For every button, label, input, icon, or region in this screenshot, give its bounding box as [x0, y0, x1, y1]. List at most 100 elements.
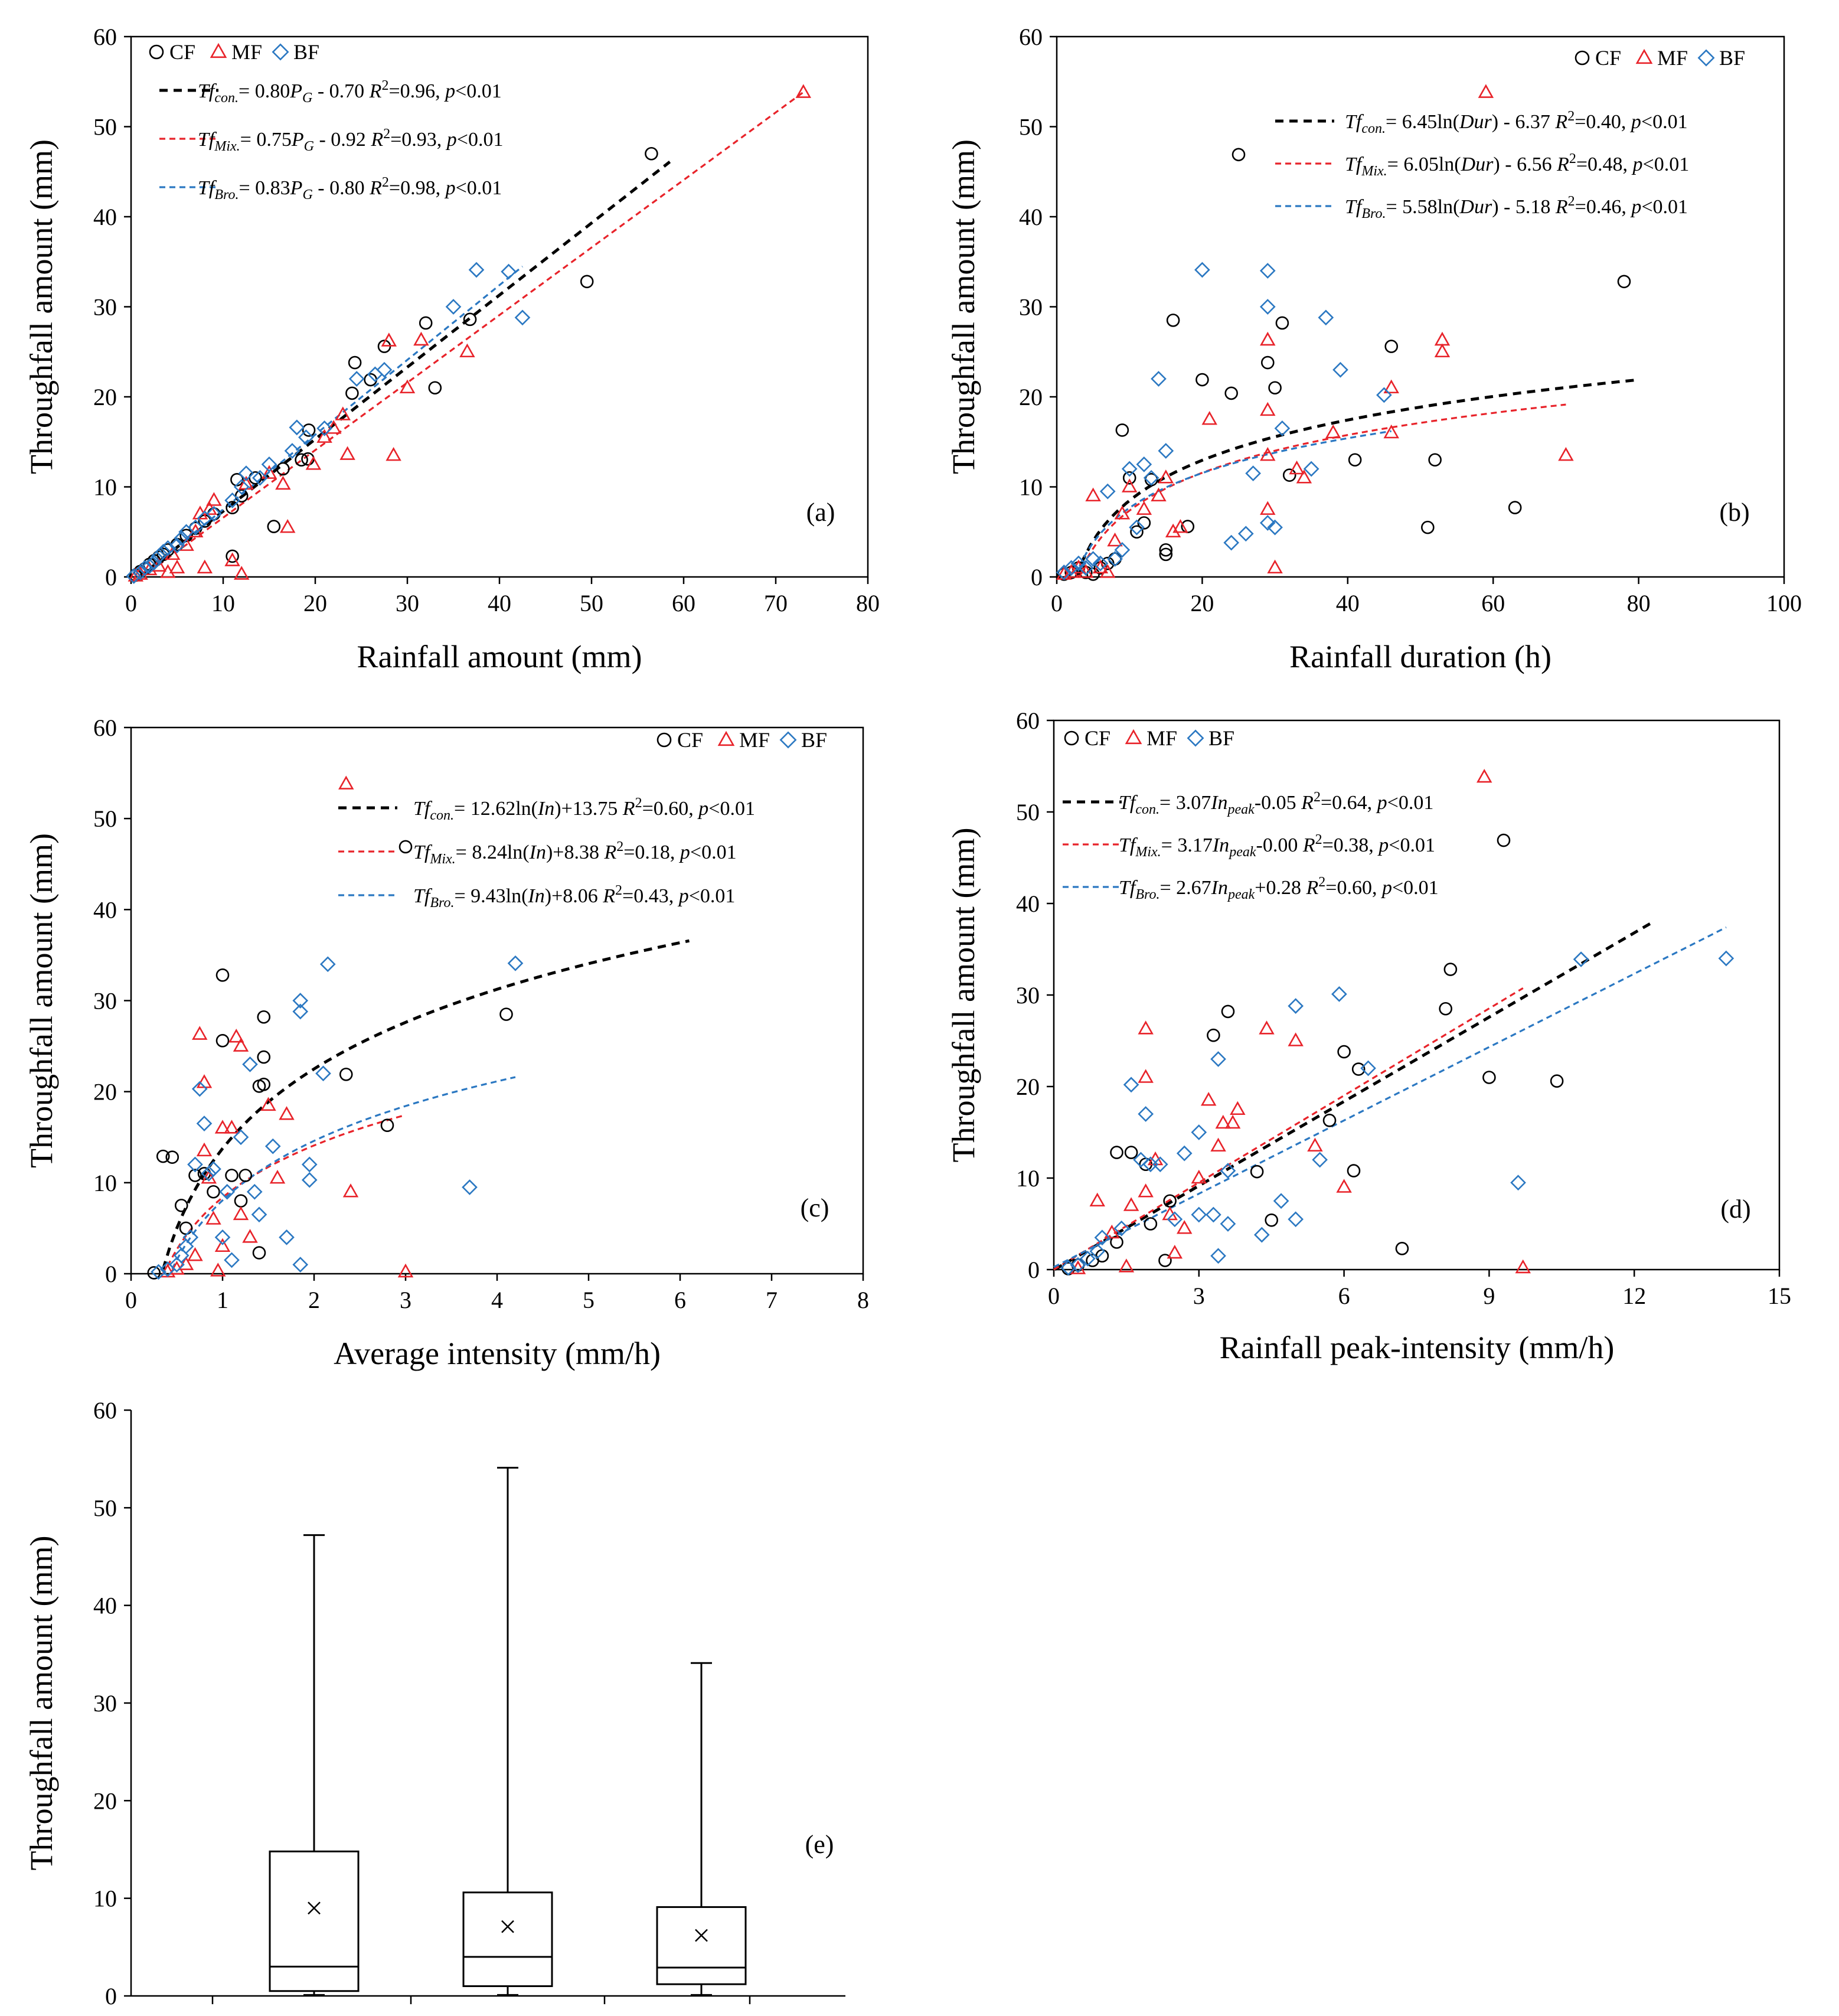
equation-part: Dur	[1459, 111, 1492, 133]
data-point-bf	[1123, 1076, 1139, 1093]
fit-equation-cf: Tfcon.= 3.07Inpeak-0.05 R2=0.64, p<0.01	[1119, 790, 1433, 817]
y-tick-label: 40	[1016, 890, 1040, 917]
data-point-mf	[233, 1206, 249, 1221]
data-point-mf	[1138, 1183, 1154, 1198]
data-point-bf	[1210, 1051, 1226, 1067]
data-point-bf	[187, 1156, 203, 1173]
data-point-mf	[1114, 505, 1131, 520]
fit-line-mf	[1053, 987, 1524, 1271]
data-point-bf	[1056, 565, 1072, 580]
y-tick-label: 0	[1031, 564, 1043, 591]
equation-part: Tf	[1345, 196, 1364, 218]
data-point-mf	[224, 1120, 240, 1134]
legend-marker-bf	[1697, 49, 1715, 67]
x-tick-label: 0	[125, 590, 137, 616]
equation-part: Tf	[1119, 877, 1138, 899]
data-point-cf	[207, 1185, 220, 1199]
data-point-mf	[1121, 478, 1138, 492]
y-tick-label: 40	[93, 204, 117, 230]
equation-part: Bro.	[430, 895, 454, 911]
data-point-mf	[1259, 1020, 1275, 1035]
data-point-bf	[1085, 551, 1101, 567]
data-point-cf	[1166, 314, 1180, 327]
x-tick-label: 1	[217, 1287, 228, 1313]
x-tick-label: 0	[1048, 1283, 1060, 1309]
data-point-mf	[1215, 1114, 1231, 1129]
data-point-cf	[1250, 1164, 1264, 1179]
data-point-bf	[1191, 1124, 1207, 1140]
data-point-cf	[1428, 453, 1442, 467]
data-point-bf	[146, 554, 162, 570]
data-point-cf	[1130, 525, 1144, 539]
data-point-bf	[1070, 555, 1087, 572]
data-point-bf	[501, 263, 517, 280]
data-point-bf	[201, 1166, 217, 1182]
fit-line-mf	[141, 91, 804, 578]
data-point-bf	[1092, 555, 1109, 572]
data-point-mf	[305, 456, 322, 470]
data-point-bf	[1303, 461, 1319, 477]
data-point-bf	[251, 1206, 267, 1223]
data-point-mf	[1289, 460, 1305, 475]
y-tick-label: 30	[93, 294, 117, 321]
data-point-mf	[386, 446, 401, 461]
y-tick-label: 40	[93, 1593, 117, 1619]
data-point-cf	[1159, 547, 1173, 562]
y-tick-label: 40	[93, 896, 117, 923]
fit-equation-cf: Tfcon.= 12.62ln(In)+13.75 R2=0.60, p<0.0…	[413, 795, 755, 823]
equation-part: ) - 6.56	[1493, 154, 1557, 175]
equation-part: 2	[616, 839, 623, 854]
data-point-mf	[339, 446, 355, 460]
data-point-bf	[1573, 951, 1589, 967]
fit-line-bf	[1053, 926, 1727, 1268]
data-point-mf	[1210, 1137, 1226, 1152]
data-point-bf	[292, 1003, 309, 1020]
data-point-mf	[397, 1263, 414, 1278]
equation-part: =0.60,	[642, 798, 699, 820]
data-point-mf	[197, 559, 213, 574]
box-iqr-cf	[269, 1850, 360, 1992]
x-tick-label: 15	[1768, 1283, 1791, 1309]
data-point-mf	[279, 1106, 295, 1120]
equation-part: R	[1555, 196, 1568, 218]
equation-part: Mix.	[429, 852, 455, 867]
fit-line-bf	[171, 1076, 516, 1270]
data-point-cf	[380, 1118, 394, 1133]
equation-part: In	[1212, 834, 1229, 856]
data-point-bf	[169, 537, 185, 553]
data-point-mf	[459, 343, 475, 358]
data-point-mf	[338, 775, 354, 790]
legend-marker-cf	[1064, 730, 1079, 746]
data-point-cf	[1224, 386, 1238, 400]
equation-part: - 0.80	[313, 177, 370, 199]
data-point-cf	[249, 471, 262, 485]
equation-part: p	[1630, 111, 1641, 133]
equation-part: = 6.45ln(	[1386, 111, 1459, 133]
equation-part: 2	[1567, 109, 1575, 124]
data-point-mf	[1089, 1192, 1105, 1207]
data-point-mf	[224, 552, 240, 566]
data-point-bf	[224, 1252, 240, 1268]
equation-part: Tf	[198, 177, 217, 199]
panel-a: 0 10 20 30 40 50 60 0 10 20 30 40 50 60 70 80 Rainfall a…	[24, 24, 880, 674]
y-tick-label: 20	[93, 1079, 117, 1105]
fit-equation-bf: TfBro.= 2.67Inpeak+0.28 R2=0.60, p<0.01	[1119, 875, 1439, 902]
data-point-cf	[239, 1169, 253, 1182]
x-tick-label: 10	[211, 590, 235, 616]
x-tick-label: 20	[303, 590, 327, 616]
data-point-cf	[215, 968, 230, 982]
legend-label-cf: CF	[1085, 726, 1110, 750]
x-tick-label: 30	[396, 590, 419, 616]
fit-equation-bf: TfBro.= 9.43ln(In)+8.06 R2=0.43, p<0.01	[413, 883, 735, 911]
data-point-bf	[1220, 1163, 1236, 1179]
data-point-cf	[1282, 468, 1296, 482]
data-point-mf	[342, 1183, 359, 1198]
data-point-bf	[279, 1229, 295, 1245]
data-point-mf	[214, 1238, 231, 1252]
equation-part: Tf	[198, 80, 217, 102]
x-tick-label: 60	[672, 590, 695, 616]
y-tick-label: 50	[1019, 114, 1043, 141]
data-point-bf	[151, 1264, 166, 1280]
data-point-mf	[1325, 424, 1341, 439]
equation-part: <0.01	[457, 129, 504, 151]
